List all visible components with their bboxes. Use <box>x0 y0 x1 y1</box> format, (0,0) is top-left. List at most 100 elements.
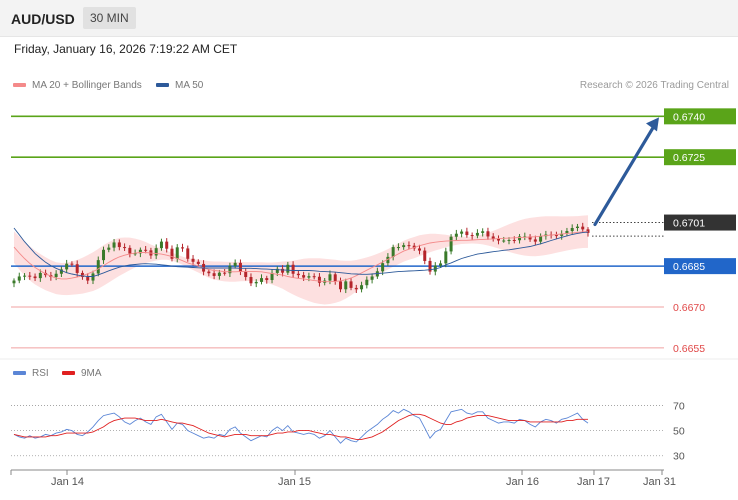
candle-body <box>449 236 453 252</box>
ma50-line <box>13 227 589 277</box>
candle-body <box>260 278 264 282</box>
candle-body <box>181 247 185 249</box>
rsi-level-label-30: 30 <box>673 451 685 463</box>
candle-body <box>317 276 321 283</box>
legend-ma20: MA 20 + Bollinger Bands <box>13 80 142 91</box>
candle-body <box>439 263 443 266</box>
x-label-jan16: Jan 16 <box>506 476 540 488</box>
candle-body <box>28 275 32 277</box>
candle-body <box>428 260 432 272</box>
candle-body <box>518 236 522 241</box>
candle-body <box>423 250 427 261</box>
level-label-0.6740: 0.6740 <box>673 111 705 123</box>
candle-body <box>196 261 200 264</box>
candle-body <box>344 281 348 290</box>
candle-body <box>502 240 506 242</box>
candle-body <box>396 247 400 249</box>
candle-body <box>154 248 158 256</box>
candle-body <box>481 231 485 233</box>
candle-body <box>565 230 569 234</box>
level-tag-0.6725 <box>664 149 736 166</box>
candle-body <box>249 277 253 284</box>
candle-body <box>370 276 374 280</box>
level-tag-0.6701 <box>664 214 736 231</box>
candle-body <box>223 272 227 274</box>
candle-body <box>486 231 490 237</box>
candle-body <box>307 276 311 278</box>
ma20-line <box>13 231 589 283</box>
candle-body <box>407 245 411 247</box>
candle-body <box>296 273 300 276</box>
candle-body <box>444 251 448 264</box>
candle-body <box>391 247 395 257</box>
level-label-0.6670: 0.6670 <box>673 302 705 314</box>
candle-body <box>302 275 306 278</box>
level-tag-0.6685 <box>664 258 736 275</box>
candle-body <box>80 272 84 278</box>
candle-body <box>175 247 179 259</box>
rsi-swatch <box>13 371 26 376</box>
candle-body <box>133 253 137 255</box>
candle-body <box>581 226 585 230</box>
candle-body <box>533 239 537 242</box>
x-label-jan17: Jan 17 <box>577 476 611 488</box>
candle-body <box>354 287 358 290</box>
candle-body <box>328 274 332 281</box>
candle-body <box>75 264 79 273</box>
candle-body <box>17 276 21 281</box>
candle-body <box>159 241 163 249</box>
candle-body <box>560 233 564 236</box>
candle-body <box>38 272 42 279</box>
candle-body <box>102 249 106 261</box>
candle-body <box>123 247 127 249</box>
candle-body <box>59 269 63 274</box>
rsi-line <box>13 408 589 444</box>
candle-body <box>70 263 74 265</box>
rsi-level-label-50: 50 <box>673 426 685 438</box>
bollinger-band <box>14 215 588 305</box>
candle-body <box>275 268 279 273</box>
candle-body <box>270 272 274 281</box>
ma20-legend-label: MA 20 + Bollinger Bands <box>32 80 142 91</box>
candle-body <box>117 242 121 248</box>
candle-body <box>233 262 237 266</box>
rsi-9ma-line <box>13 413 588 440</box>
candle-body <box>338 281 342 290</box>
candle-body <box>460 231 464 234</box>
candle-body <box>417 248 421 251</box>
level-label-0.6701: 0.6701 <box>673 218 705 230</box>
candle-body <box>281 268 285 273</box>
legend-9ma: 9MA <box>62 368 102 379</box>
candle-body <box>575 226 579 228</box>
legend-rsi: RSI <box>13 368 49 379</box>
candle-body <box>244 271 248 278</box>
candle-body <box>96 260 100 274</box>
candle-body <box>386 256 390 264</box>
ma9-swatch <box>62 371 75 376</box>
level-tag-0.6740 <box>664 108 736 125</box>
candle-body <box>570 228 574 231</box>
candle-body <box>465 231 469 236</box>
rsi-level-label-70: 70 <box>673 401 685 413</box>
x-label-jan14: Jan 14 <box>51 476 85 488</box>
candle-body <box>454 233 458 237</box>
candle-body <box>128 247 132 254</box>
candle-body <box>170 248 174 259</box>
candle-body <box>507 239 511 241</box>
candle-body <box>470 235 474 237</box>
timeframe-button[interactable]: 30 MIN <box>83 7 136 29</box>
candle-body <box>254 281 258 284</box>
candle-body <box>333 274 337 282</box>
candle-body <box>381 263 385 272</box>
candle-body <box>349 281 353 288</box>
ma9-legend-label: 9MA <box>81 368 102 379</box>
candle-body <box>138 249 142 254</box>
candle-body <box>286 264 290 273</box>
x-label-jan31: Jan 31 <box>643 476 677 488</box>
candle-body <box>191 258 195 262</box>
candle-body <box>54 273 58 278</box>
ma20-swatch <box>13 83 26 88</box>
candle-body <box>291 264 295 274</box>
candle-body <box>207 271 211 274</box>
